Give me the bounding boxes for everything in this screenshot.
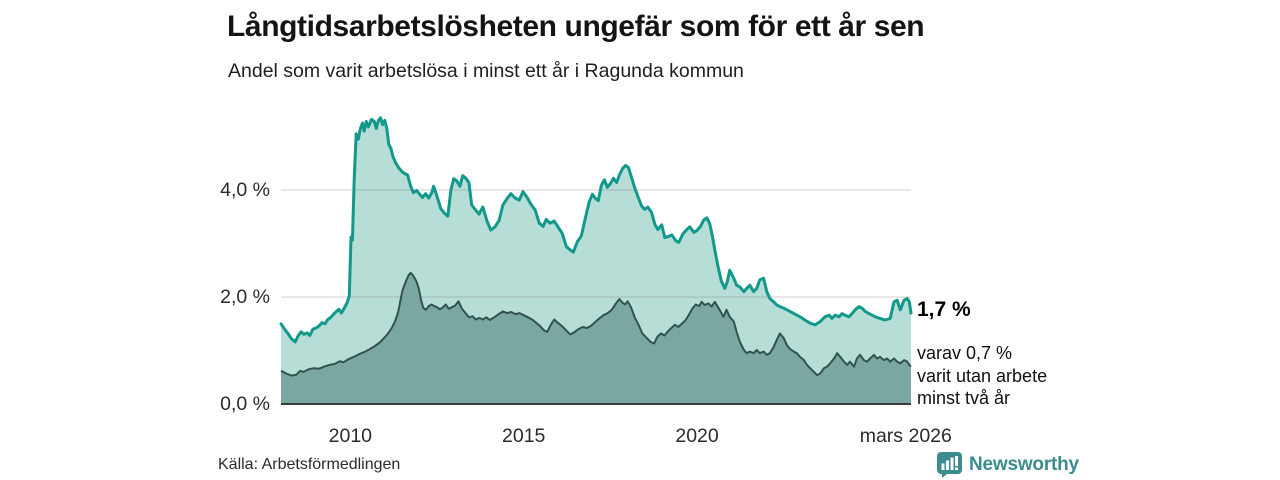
x-axis-tick-label: mars 2026 — [859, 425, 952, 447]
newsworthy-logo-text: Newsworthy — [969, 454, 1079, 475]
subset-label-line: minst två år — [917, 388, 1011, 408]
subset-label-line: varit utan arbete — [917, 365, 1048, 386]
y-axis-tick-label: 0,0 % — [220, 393, 270, 415]
newsworthy-branding: Newsworthy — [937, 452, 1079, 478]
subset-label-line: varav 0,7 % — [917, 343, 1013, 363]
x-axis-tick-label: 2015 — [502, 425, 546, 447]
chart-title: Långtidsarbetslösheten ungefär som för e… — [227, 10, 925, 43]
line-total — [279, 116, 913, 344]
line-subset — [280, 271, 912, 377]
x-axis-tick-label: 2020 — [675, 425, 719, 447]
chart-subtitle: Andel som varit arbetslösa i minst ett å… — [228, 60, 744, 82]
source-note: Källa: Arbetsförmedlingen — [218, 456, 401, 473]
y-axis-tick-label: 4,0 % — [220, 179, 270, 201]
newsworthy-logo-icon — [937, 452, 962, 478]
x-axis-tick-label: 2010 — [328, 425, 373, 447]
end-value-label-total: 1,7 % — [917, 298, 971, 321]
y-axis-tick-label: 2,0 % — [220, 286, 270, 308]
end-value-label-subset: varav 0,7 % varit utan arbete minst två … — [917, 342, 1047, 410]
area-subset — [281, 272, 911, 404]
